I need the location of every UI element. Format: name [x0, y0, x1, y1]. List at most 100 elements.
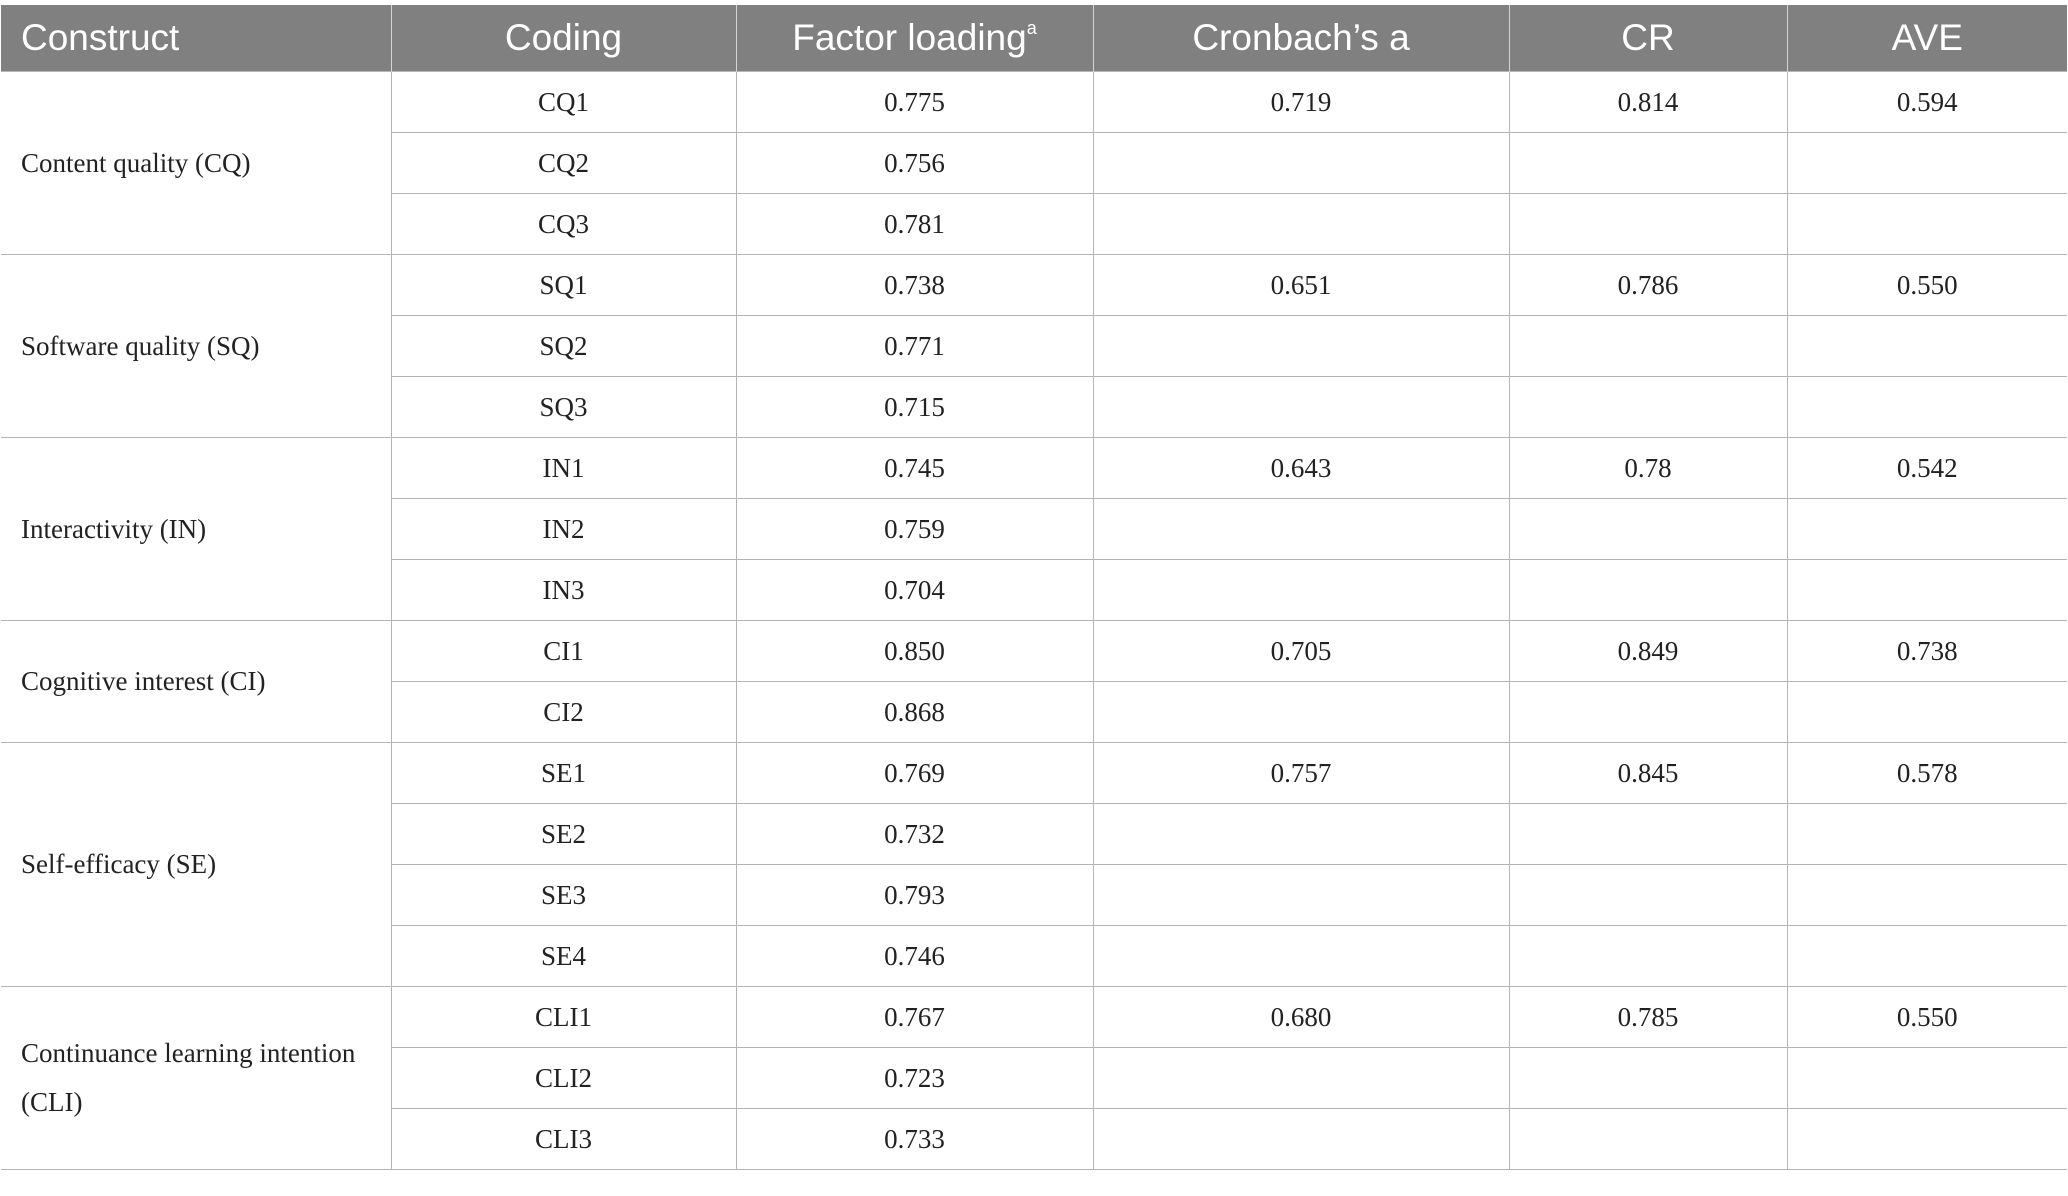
cr-cell: 0.786: [1508, 254, 1788, 316]
table-row: CQ3 0.781: [1, 193, 2067, 255]
table-row: IN3 0.704: [1, 559, 2067, 621]
cr-cell: [1508, 193, 1788, 255]
cr-cell: [1508, 132, 1788, 194]
cronbach-cell: [1092, 1108, 1510, 1170]
cronbach-cell: [1092, 315, 1510, 377]
cronbach-cell: [1092, 498, 1510, 560]
cronbach-cell: 0.719: [1092, 71, 1510, 133]
table-body: Content quality (CQ) CQ1 0.775 0.719 0.814 0.…: [1, 71, 2067, 1170]
cronbach-cell: [1092, 376, 1510, 438]
factor-loading-cell: 0.738: [735, 254, 1094, 316]
construct-cell: Cognitive interest (CI): [1, 620, 392, 743]
header-row: Construct Coding Factor loadinga Cronbac…: [1, 5, 2067, 72]
ave-cell: [1786, 1108, 2067, 1170]
factor-loading-cell: 0.759: [735, 498, 1094, 560]
cr-cell: 0.785: [1508, 986, 1788, 1048]
cr-cell: [1508, 925, 1788, 987]
ave-cell: [1786, 681, 2067, 743]
coding-cell: SE4: [390, 925, 737, 987]
reliability-table: Construct Coding Factor loadinga Cronbac…: [1, 5, 2067, 1170]
construct-cell: Continuance learning intention (CLI): [1, 986, 392, 1170]
ave-cell: [1786, 559, 2067, 621]
factor-loading-cell: 0.771: [735, 315, 1094, 377]
construct-cell: Interactivity (IN): [1, 437, 392, 621]
cr-cell: [1508, 1108, 1788, 1170]
header-ave: AVE: [1786, 5, 2067, 72]
header-construct: Construct: [1, 5, 391, 72]
table-row: SE2 0.732: [1, 803, 2067, 865]
footnote-marker: a: [1026, 18, 1037, 38]
coding-cell: SQ2: [390, 315, 737, 377]
construct-cell: Software quality (SQ): [1, 254, 392, 438]
cr-cell: 0.814: [1508, 71, 1788, 133]
factor-loading-cell: 0.732: [735, 803, 1094, 865]
cronbach-cell: 0.705: [1092, 620, 1510, 682]
cr-cell: 0.78: [1508, 437, 1788, 499]
ave-cell: 0.738: [1786, 620, 2067, 682]
cronbach-cell: [1092, 1047, 1510, 1109]
cronbach-cell: [1092, 864, 1510, 926]
cronbach-cell: [1092, 803, 1510, 865]
cr-cell: [1508, 376, 1788, 438]
table-row: CQ2 0.756: [1, 132, 2067, 194]
table-row: IN2 0.759: [1, 498, 2067, 560]
cronbach-cell: [1092, 925, 1510, 987]
ave-cell: 0.550: [1786, 254, 2067, 316]
factor-loading-cell: 0.868: [735, 681, 1094, 743]
ave-cell: 0.550: [1786, 986, 2067, 1048]
factor-loading-cell: 0.723: [735, 1047, 1094, 1109]
cr-cell: [1508, 315, 1788, 377]
ave-cell: 0.594: [1786, 71, 2067, 133]
ave-cell: [1786, 803, 2067, 865]
cronbach-cell: 0.680: [1092, 986, 1510, 1048]
cr-cell: 0.849: [1508, 620, 1788, 682]
cr-cell: [1508, 681, 1788, 743]
coding-cell: CLI3: [390, 1108, 737, 1170]
ave-cell: [1786, 1047, 2067, 1109]
construct-cell: Content quality (CQ): [1, 71, 392, 255]
ave-cell: [1786, 864, 2067, 926]
coding-cell: IN3: [390, 559, 737, 621]
table-row: SE3 0.793: [1, 864, 2067, 926]
table-row: CLI3 0.733: [1, 1108, 2067, 1170]
factor-loading-cell: 0.793: [735, 864, 1094, 926]
factor-loading-cell: 0.733: [735, 1108, 1094, 1170]
coding-cell: IN1: [390, 437, 737, 499]
coding-cell: CQ2: [390, 132, 737, 194]
factor-loading-cell: 0.775: [735, 71, 1094, 133]
cr-cell: [1508, 498, 1788, 560]
cr-cell: [1508, 1047, 1788, 1109]
cronbach-cell: [1092, 132, 1510, 194]
coding-cell: SQ1: [390, 254, 737, 316]
factor-loading-cell: 0.715: [735, 376, 1094, 438]
coding-cell: CI1: [390, 620, 737, 682]
ave-cell: [1786, 315, 2067, 377]
header-factor-loading-label: Factor loading: [792, 17, 1027, 58]
factor-loading-cell: 0.781: [735, 193, 1094, 255]
cr-cell: 0.845: [1508, 742, 1788, 804]
coding-cell: CI2: [390, 681, 737, 743]
table-row: Self-efficacy (SE) SE1 0.769 0.757 0.845 0.57…: [1, 742, 2067, 987]
cr-cell: [1508, 559, 1788, 621]
ave-cell: [1786, 925, 2067, 987]
ave-cell: 0.542: [1786, 437, 2067, 499]
coding-cell: CLI2: [390, 1047, 737, 1109]
table-row: Interactivity (IN) IN1 0.745 0.643 0.78 0.542: [1, 437, 2067, 621]
factor-loading-cell: 0.704: [735, 559, 1094, 621]
coding-cell: SE3: [390, 864, 737, 926]
cronbach-cell: [1092, 559, 1510, 621]
ave-cell: [1786, 498, 2067, 560]
table-row: Cognitive interest (CI) CI1 0.850 0.705 0.84…: [1, 620, 2067, 743]
factor-loading-cell: 0.767: [735, 986, 1094, 1048]
factor-loading-cell: 0.769: [735, 742, 1094, 804]
header-cronbach: Cronbach’s a: [1092, 5, 1509, 72]
cronbach-cell: [1092, 193, 1510, 255]
coding-cell: CLI1: [390, 986, 737, 1048]
table-row: SE4 0.746: [1, 925, 2067, 987]
factor-loading-cell: 0.850: [735, 620, 1094, 682]
table-header: Construct Coding Factor loadinga Cronbac…: [1, 5, 2067, 72]
table-row: CLI2 0.723: [1, 1047, 2067, 1109]
header-factor-loading: Factor loadinga: [735, 5, 1093, 72]
cr-cell: [1508, 864, 1788, 926]
cronbach-cell: 0.651: [1092, 254, 1510, 316]
